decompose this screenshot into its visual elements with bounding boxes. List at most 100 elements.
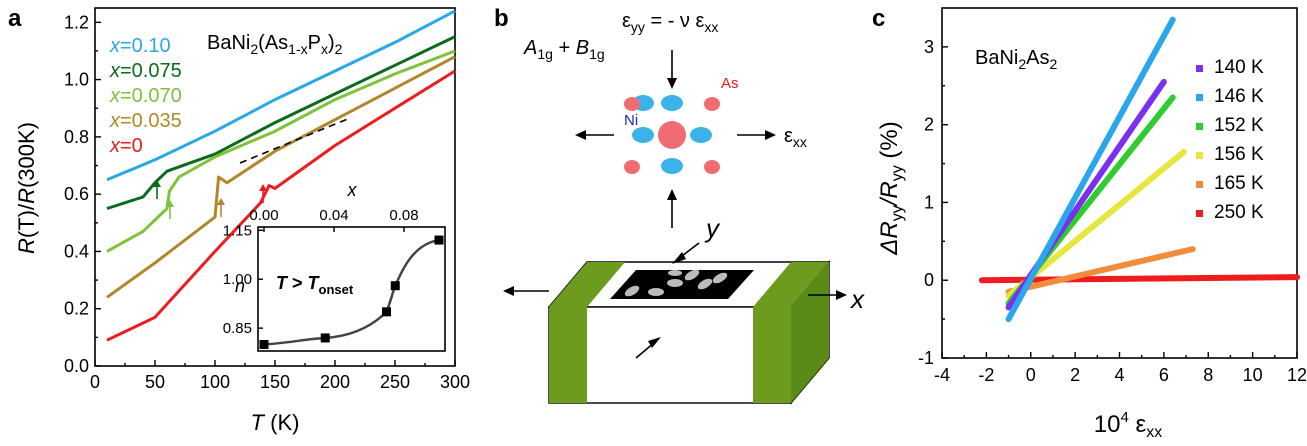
inset-frame <box>257 226 446 352</box>
panel-label-a: a <box>8 5 22 32</box>
legend-marker <box>1196 210 1203 217</box>
ni-atom <box>661 95 683 111</box>
inset-x-axis-label: x <box>347 180 358 200</box>
axis-x-label: x <box>849 284 865 314</box>
legend-entry: x=0.035 <box>109 110 182 132</box>
legend-label: 146 K <box>1214 86 1264 107</box>
series-band <box>978 274 1300 284</box>
y-tick-label: 0 <box>924 270 934 290</box>
x-tick-label: 50 <box>145 372 165 392</box>
y-tick-label: 3 <box>924 37 934 57</box>
inset-points <box>259 235 444 349</box>
inset-y-axis-label: n <box>235 276 245 296</box>
ni-atom <box>632 127 654 143</box>
series-line <box>106 49 456 253</box>
as-atom <box>704 97 720 111</box>
y-tick-label: 1 <box>924 192 934 212</box>
legend-label: 156 K <box>1214 144 1264 165</box>
inset-y-tick-label: 1.15 <box>223 222 252 239</box>
arrow-x-right-icon <box>836 290 847 300</box>
x-tick-label: 4 <box>1114 365 1124 385</box>
panel-a-ticks: 0 50 100 150 200 250 300 0.0 0.2 0.4 0.6 0.8 1.0 1.2 <box>64 12 470 392</box>
y-tick-label: 1.2 <box>64 12 89 32</box>
as-atom <box>624 160 640 174</box>
contact-left-top <box>549 262 625 307</box>
inset-x-tick-label: 0.08 <box>389 207 418 224</box>
contact-right-front <box>753 307 791 403</box>
x-tick-label: 150 <box>260 372 290 392</box>
legend-label: 250 K <box>1214 202 1264 223</box>
inset-point <box>259 339 269 349</box>
x-tick-label: 6 <box>1159 365 1169 385</box>
x-tick-label: 250 <box>380 372 410 392</box>
legend-marker <box>1196 65 1203 72</box>
inset-point <box>320 333 330 343</box>
as-atom <box>704 160 720 174</box>
arrow-up-icon <box>667 189 677 200</box>
legend-entry: x=0.070 <box>109 85 182 107</box>
panel-a-xlabel: T (K) <box>251 410 300 435</box>
inset-point <box>434 235 444 245</box>
lattice-diagram <box>624 95 720 174</box>
arrow-right-icon <box>765 130 776 140</box>
contact-left-front <box>549 307 587 403</box>
legend-entry: x=0.10 <box>109 35 171 57</box>
panel-b-diagram: A1g + B1g εyy = - ν εxx εxx <box>503 10 865 405</box>
symmetry-label: A1g + B1g <box>523 37 605 62</box>
series-line <box>106 35 456 210</box>
y-tick-label: 0.8 <box>64 127 89 147</box>
inset-point <box>382 307 391 317</box>
panel-c-series <box>978 16 1300 323</box>
legend-marker <box>1196 94 1203 101</box>
sample-block <box>547 260 831 405</box>
x-tick-label: 300 <box>440 372 470 392</box>
legend-marker <box>1196 123 1203 130</box>
as-label: As <box>721 75 739 92</box>
x-tick-label: 100 <box>200 372 230 392</box>
inset-x-tick-label: 0.04 <box>319 207 348 224</box>
y-tick-label: 0.4 <box>64 241 89 261</box>
arrow-y-icon <box>672 252 686 264</box>
panel-label-b: b <box>494 5 509 32</box>
sample-front-face <box>548 306 792 404</box>
legend-label: 152 K <box>1214 115 1264 136</box>
ni-atom <box>661 158 683 174</box>
inset-ticks: 0.00 0.04 0.08 0.85 1.00 1.15 <box>223 207 419 337</box>
legend-entry: x=0.075 <box>109 60 182 82</box>
panel-c-ylabel: ΔRyy/Ryy (%) <box>876 121 906 255</box>
panel-a-chart: 0 50 100 150 200 250 3000.00.20.40.60.81.01.2 … <box>14 7 470 435</box>
as-atom <box>624 97 640 111</box>
arrow-left-icon <box>575 130 586 140</box>
sample-axes-arrows <box>503 242 847 359</box>
inset-x-tick-label: 0.00 <box>249 207 278 224</box>
panel-a-legend: x=0.10 x=0.075 x=0.070 x=0.035 x=0 <box>109 35 182 157</box>
y-tick-label: 0.0 <box>64 356 89 376</box>
x-tick-label: 12 <box>1287 365 1307 385</box>
x-tick-label: 8 <box>1203 365 1213 385</box>
ni-label: Ni <box>624 112 638 129</box>
contact-right-top <box>753 262 829 307</box>
transition-arrows <box>153 180 267 219</box>
strain-arrows <box>575 50 776 228</box>
inset-y-tick-label: 0.85 <box>223 320 252 337</box>
ni-atom <box>690 127 712 143</box>
x-tick-label: 2 <box>1070 365 1080 385</box>
x-tick-label: 10 <box>1243 365 1263 385</box>
dashed-fit-line <box>239 117 351 164</box>
panel-a-ylabel: R(T)/R(300K) <box>14 122 39 254</box>
exx-label: εxx <box>784 125 807 150</box>
series-line <box>106 69 456 342</box>
inset-condition-label: T > Tonset <box>276 273 354 297</box>
panel-a-series <box>106 9 456 342</box>
panel-c-legend: 140 K 146 K 152 K 156 K 165 K 250 K <box>1196 57 1264 223</box>
panel-a-inset: 0.00 0.04 0.08 0.85 1.00 1.15 x n T > Tonset <box>223 180 446 352</box>
x-tick-label: 200 <box>320 372 350 392</box>
legend-label: 165 K <box>1214 173 1264 194</box>
strain-relation: εyy = - ν εxx <box>622 10 718 35</box>
axis-y-label: y <box>704 213 721 243</box>
series-line <box>106 55 456 299</box>
panel-c-xlabel: 104 εxx <box>1094 409 1162 441</box>
